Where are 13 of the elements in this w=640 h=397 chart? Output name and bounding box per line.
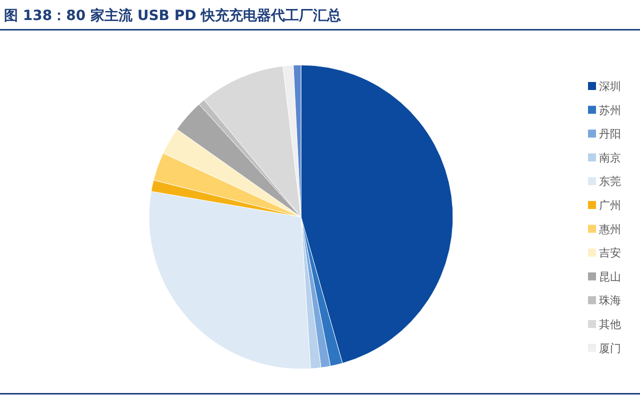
chart-title: 图 138：80 家主流 USB PD 快充充电器代工厂汇总 (4, 7, 342, 24)
legend-label: 广州 (599, 199, 621, 212)
legend-label: 深圳 (599, 80, 621, 93)
legend-label: 其他 (599, 318, 621, 331)
legend-label: 厦门 (599, 342, 621, 355)
legend-label: 昆山 (599, 270, 621, 284)
legend-label: 惠州 (598, 222, 621, 236)
legend-label: 苏州 (599, 104, 621, 117)
legend-label: 东莞 (599, 175, 621, 188)
legend-label: 吉安 (599, 246, 621, 260)
legend-label: 丹阳 (599, 128, 621, 141)
legend-label: 南京 (599, 151, 621, 164)
legend-label: 珠海 (599, 294, 621, 308)
